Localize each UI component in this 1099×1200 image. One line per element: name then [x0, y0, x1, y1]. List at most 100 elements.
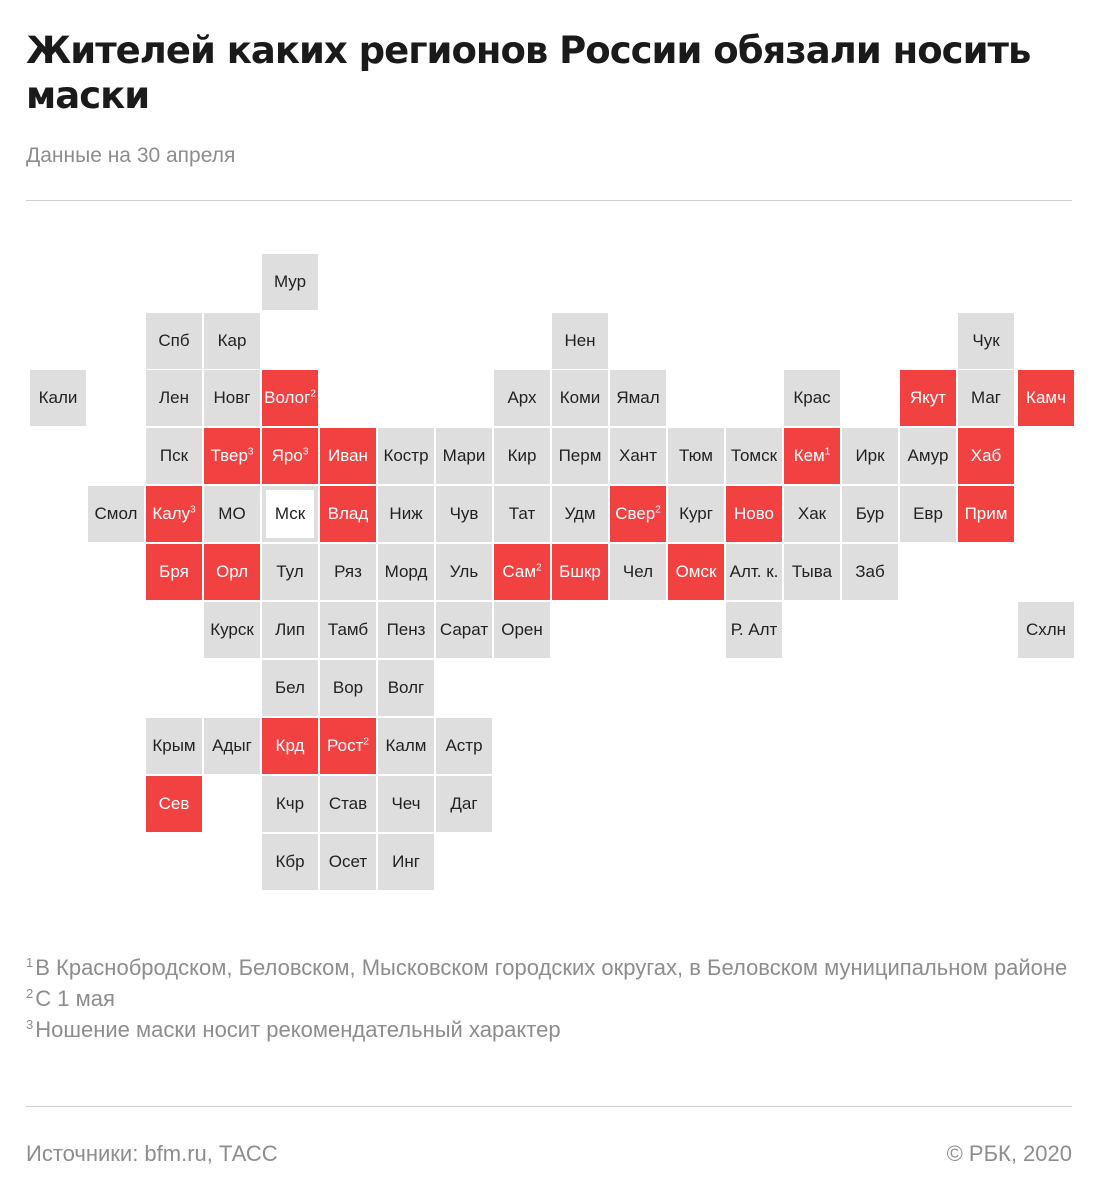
- region-tile: Кар: [204, 313, 260, 369]
- region-label: Лип: [275, 620, 305, 639]
- region-label: Евр: [913, 504, 943, 523]
- region-label: Сарат: [439, 620, 489, 639]
- region-tile: Иван: [320, 428, 376, 484]
- region-label: Пск: [159, 446, 189, 465]
- region-tile: Удм: [552, 486, 608, 542]
- region-label: Кали: [38, 388, 78, 407]
- region-label: Р. Алт: [730, 620, 778, 639]
- region-label: Омск: [675, 562, 717, 581]
- region-label: Волг: [387, 678, 425, 697]
- region-tile: Ново: [726, 486, 782, 542]
- region-label: Кург: [679, 504, 713, 523]
- region-label: Твер3: [210, 446, 254, 465]
- region-label: Влад: [327, 504, 369, 523]
- region-label: Томск: [730, 446, 778, 465]
- region-tile: Арх: [494, 370, 550, 426]
- region-tile: Камч: [1018, 370, 1074, 426]
- region-label: Ново: [733, 504, 775, 523]
- region-tile: Евр: [900, 486, 956, 542]
- region-label: Став: [328, 794, 368, 813]
- region-tile: Коми: [552, 370, 608, 426]
- region-tile: Бшкр: [552, 544, 608, 600]
- region-tile: Мур: [262, 254, 318, 310]
- page-subtitle: Данные на 30 апреля: [26, 144, 236, 167]
- region-tile: Инг: [378, 834, 434, 890]
- region-tile: Ямал: [610, 370, 666, 426]
- region-tile: Кбр: [262, 834, 318, 890]
- region-label: Пенз: [386, 620, 426, 639]
- region-label: Кир: [507, 446, 537, 465]
- copyright: © РБК, 2020: [946, 1141, 1072, 1166]
- region-tile: Рост2: [320, 718, 376, 774]
- footnote-mark: 3: [26, 1016, 34, 1032]
- region-tile: Пенз: [378, 602, 434, 658]
- region-tile: Хаб: [958, 428, 1014, 484]
- region-tile: Томск: [726, 428, 782, 484]
- region-label: Орл: [215, 562, 249, 581]
- region-footnote-mark: 3: [190, 504, 196, 516]
- region-label: Чук: [972, 331, 1000, 350]
- region-label: Ниж: [389, 504, 423, 523]
- region-label: Астр: [445, 736, 483, 755]
- region-tile: Тамб: [320, 602, 376, 658]
- region-label: Сам2: [502, 562, 542, 581]
- region-label: Перм: [558, 446, 602, 465]
- region-label: Ирк: [855, 446, 885, 465]
- region-tile: Смол: [88, 486, 144, 542]
- footnote-1: 1В Краснобродском, Беловском, Мысковском…: [26, 952, 1076, 983]
- region-label: Кчр: [275, 794, 305, 813]
- region-tile: Кир: [494, 428, 550, 484]
- region-label: Крд: [275, 736, 305, 755]
- region-label: Тамб: [327, 620, 369, 639]
- region-tile: Калу3: [146, 486, 202, 542]
- region-footnote-mark: 3: [302, 446, 309, 458]
- region-label: Кар: [217, 331, 247, 350]
- sources: Источники: bfm.ru, ТАСС: [26, 1141, 278, 1166]
- region-label: Уль: [449, 562, 479, 581]
- region-tile: Тыва: [784, 544, 840, 600]
- footnote-text: В Краснобродском, Беловском, Мысковском …: [35, 955, 1068, 980]
- region-tile: Якут: [900, 370, 956, 426]
- region-footnote-mark: 2: [310, 388, 316, 400]
- region-label: Осет: [328, 852, 368, 871]
- region-tile: Маг: [958, 370, 1014, 426]
- region-label: Инг: [392, 852, 420, 871]
- region-tile: Лип: [262, 602, 318, 658]
- top-divider: [26, 200, 1072, 201]
- region-tile: Мск: [262, 486, 318, 542]
- region-tile: Мари: [436, 428, 492, 484]
- region-label: Крас: [793, 388, 831, 407]
- region-tile: Став: [320, 776, 376, 832]
- region-tile: Орен: [494, 602, 550, 658]
- region-label: Схлн: [1025, 620, 1067, 639]
- region-label: Сев: [158, 794, 190, 813]
- region-tile: Уль: [436, 544, 492, 600]
- region-label: Маг: [970, 388, 1001, 407]
- region-tile: Бря: [146, 544, 202, 600]
- region-tile: Костр: [378, 428, 434, 484]
- region-tile: Пск: [146, 428, 202, 484]
- region-tile: Волг: [378, 660, 434, 716]
- region-tile: Влад: [320, 486, 376, 542]
- region-tile: Хак: [784, 486, 840, 542]
- region-label: Арх: [507, 388, 537, 407]
- region-label: Мск: [274, 504, 306, 523]
- region-tile: Волог2: [262, 370, 318, 426]
- region-label: Новг: [213, 388, 251, 407]
- region-tile: Хант: [610, 428, 666, 484]
- region-label: Коми: [559, 388, 601, 407]
- region-tile: Схлн: [1018, 602, 1074, 658]
- region-label: Калм: [385, 736, 427, 755]
- region-tile: Твер3: [204, 428, 260, 484]
- region-tile: Р. Алт: [726, 602, 782, 658]
- region-tile: Свер2: [610, 486, 666, 542]
- region-label: Вор: [332, 678, 364, 697]
- region-tile: Омск: [668, 544, 724, 600]
- footnote-2: 2С 1 мая: [26, 983, 1076, 1014]
- region-tile: Кург: [668, 486, 724, 542]
- region-tile: Нен: [552, 313, 608, 369]
- region-footnote-mark: 2: [655, 504, 661, 516]
- region-label: Яро3: [271, 446, 309, 465]
- region-tile: Тул: [262, 544, 318, 600]
